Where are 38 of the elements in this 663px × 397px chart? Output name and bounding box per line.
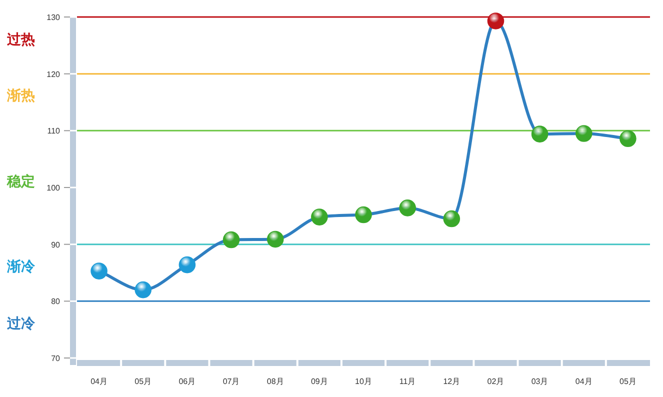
x-tick-label: 11月: [399, 377, 416, 386]
x-tick-label: 09月: [310, 377, 328, 386]
point: [222, 231, 240, 248]
x-tick-label: 06月: [178, 377, 196, 386]
y-tick-label: 90: [51, 240, 61, 250]
x-tick-label: 03月: [531, 377, 548, 386]
point: [531, 126, 548, 142]
text: 渐热: [6, 87, 35, 103]
y-tick-label: 110: [47, 126, 61, 136]
point: [575, 125, 592, 142]
text: 稳定: [6, 173, 35, 189]
point: [266, 230, 284, 248]
y-tick-label: 100: [46, 184, 61, 192]
x-tick-label: 05月: [134, 377, 152, 386]
x-tick-label: 12月: [443, 377, 460, 386]
point: [399, 200, 416, 216]
x-tick-label: 05月: [620, 377, 636, 386]
x-tick-label: 02月: [487, 377, 504, 386]
x-tick-label: 10月: [355, 377, 372, 386]
point: [90, 262, 108, 280]
x-tick-label: 08月: [266, 377, 284, 386]
y-tick-label: 130: [46, 13, 61, 22]
y-tick-label: 80: [51, 297, 61, 306]
y-tick-label: 70: [51, 354, 61, 363]
x-tick-label: 04月: [90, 377, 108, 386]
text: 过热: [6, 31, 35, 47]
point: [134, 281, 152, 298]
x-tick-label: 07月: [222, 377, 240, 386]
point: [178, 256, 196, 274]
text: 过冷: [6, 315, 36, 331]
point: [355, 206, 372, 224]
point: [487, 12, 504, 30]
point: [311, 208, 328, 226]
x-tick-label: 04月: [575, 377, 592, 386]
point: [620, 130, 636, 148]
point: [443, 210, 460, 228]
text: 渐冷: [6, 258, 36, 274]
y-tick-label: 120: [46, 70, 61, 79]
